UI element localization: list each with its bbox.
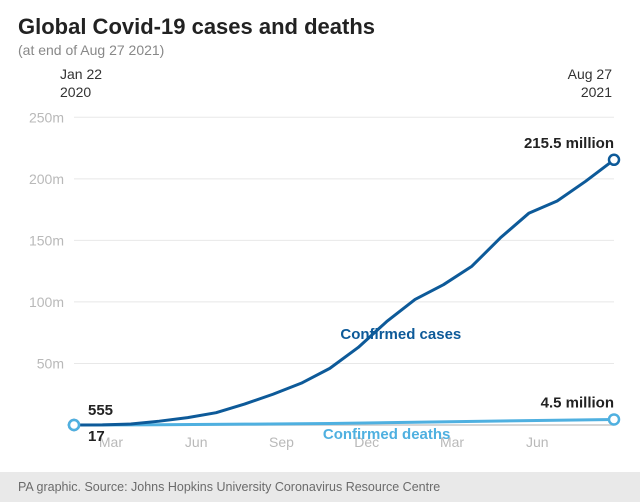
- chart-footer: PA graphic. Source: Johns Hopkins Univer…: [0, 472, 640, 502]
- end-date-l1: Aug 27: [568, 66, 612, 84]
- svg-text:17: 17: [88, 428, 105, 445]
- start-date-l2: 2020: [60, 84, 102, 102]
- svg-text:Confirmed cases: Confirmed cases: [340, 326, 461, 343]
- svg-text:250m: 250m: [29, 109, 64, 125]
- end-date-l2: 2021: [568, 84, 612, 102]
- line-chart: 50m100m150m200m250mMarJunSepDecMarJun555…: [18, 105, 622, 470]
- start-date-l1: Jan 22: [60, 66, 102, 84]
- date-range-row: Jan 22 2020 Aug 27 2021: [18, 66, 622, 101]
- svg-text:50m: 50m: [37, 355, 64, 371]
- svg-text:Sep: Sep: [269, 434, 294, 450]
- chart-title: Global Covid-19 cases and deaths: [18, 14, 622, 40]
- svg-text:150m: 150m: [29, 232, 64, 248]
- svg-text:215.5 million: 215.5 million: [524, 135, 614, 152]
- svg-text:Confirmed deaths: Confirmed deaths: [323, 426, 451, 443]
- svg-text:4.5 million: 4.5 million: [541, 394, 614, 411]
- svg-text:200m: 200m: [29, 171, 64, 187]
- chart-subtitle: (at end of Aug 27 2021): [18, 42, 622, 58]
- svg-text:Jun: Jun: [526, 434, 549, 450]
- svg-text:100m: 100m: [29, 294, 64, 310]
- svg-text:555: 555: [88, 402, 113, 419]
- svg-text:Jun: Jun: [185, 434, 208, 450]
